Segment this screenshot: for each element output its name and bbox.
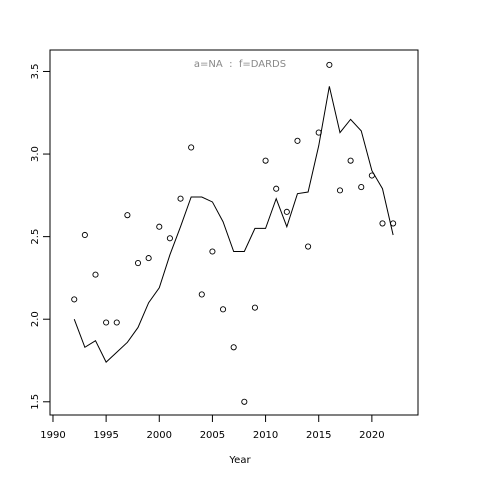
data-point [81,231,88,239]
data-point [294,137,301,144]
data-point [166,235,173,242]
data-point [220,306,227,313]
x-tick-label: 1990 [40,430,65,441]
chart-title: a=NA : f=DARDS [194,59,286,70]
data-point [379,220,386,227]
data-point [71,296,78,303]
data-point [177,195,184,202]
data-point [103,319,110,326]
data-point [92,271,99,278]
data-point [326,61,333,68]
data-point [358,184,365,191]
data-point [262,157,269,164]
y-tick-label: 1.5 [30,394,41,410]
data-point [198,291,205,298]
data-point [273,185,280,192]
data-point [209,248,216,255]
x-tick-label: 1995 [93,430,118,441]
data-point [145,255,152,262]
x-tick-label: 2010 [253,430,278,441]
x-tick-label: 2000 [147,430,172,441]
data-point [134,260,142,267]
y-tick-label: 3.0 [30,146,41,162]
plot-frame [49,49,419,416]
y-tick-label: 2.5 [30,229,41,245]
x-tick-label: 2020 [359,430,384,441]
data-point [230,344,237,351]
data-point [347,157,354,164]
y-tick-label: 3.5 [30,64,41,80]
data-point [113,319,120,326]
data-point [305,243,312,250]
data-point [156,223,163,230]
data-point [241,398,248,405]
x-tick-label: 2015 [306,430,331,441]
x-tick-label: 2005 [200,430,225,441]
data-point [283,208,290,215]
data-point [188,144,195,151]
y-tick-label: 2.0 [30,311,41,327]
data-point [124,212,131,219]
data-point [251,304,258,311]
data-point [336,187,344,194]
fitted-line [73,86,394,363]
x-axis-label: Year [228,455,251,466]
